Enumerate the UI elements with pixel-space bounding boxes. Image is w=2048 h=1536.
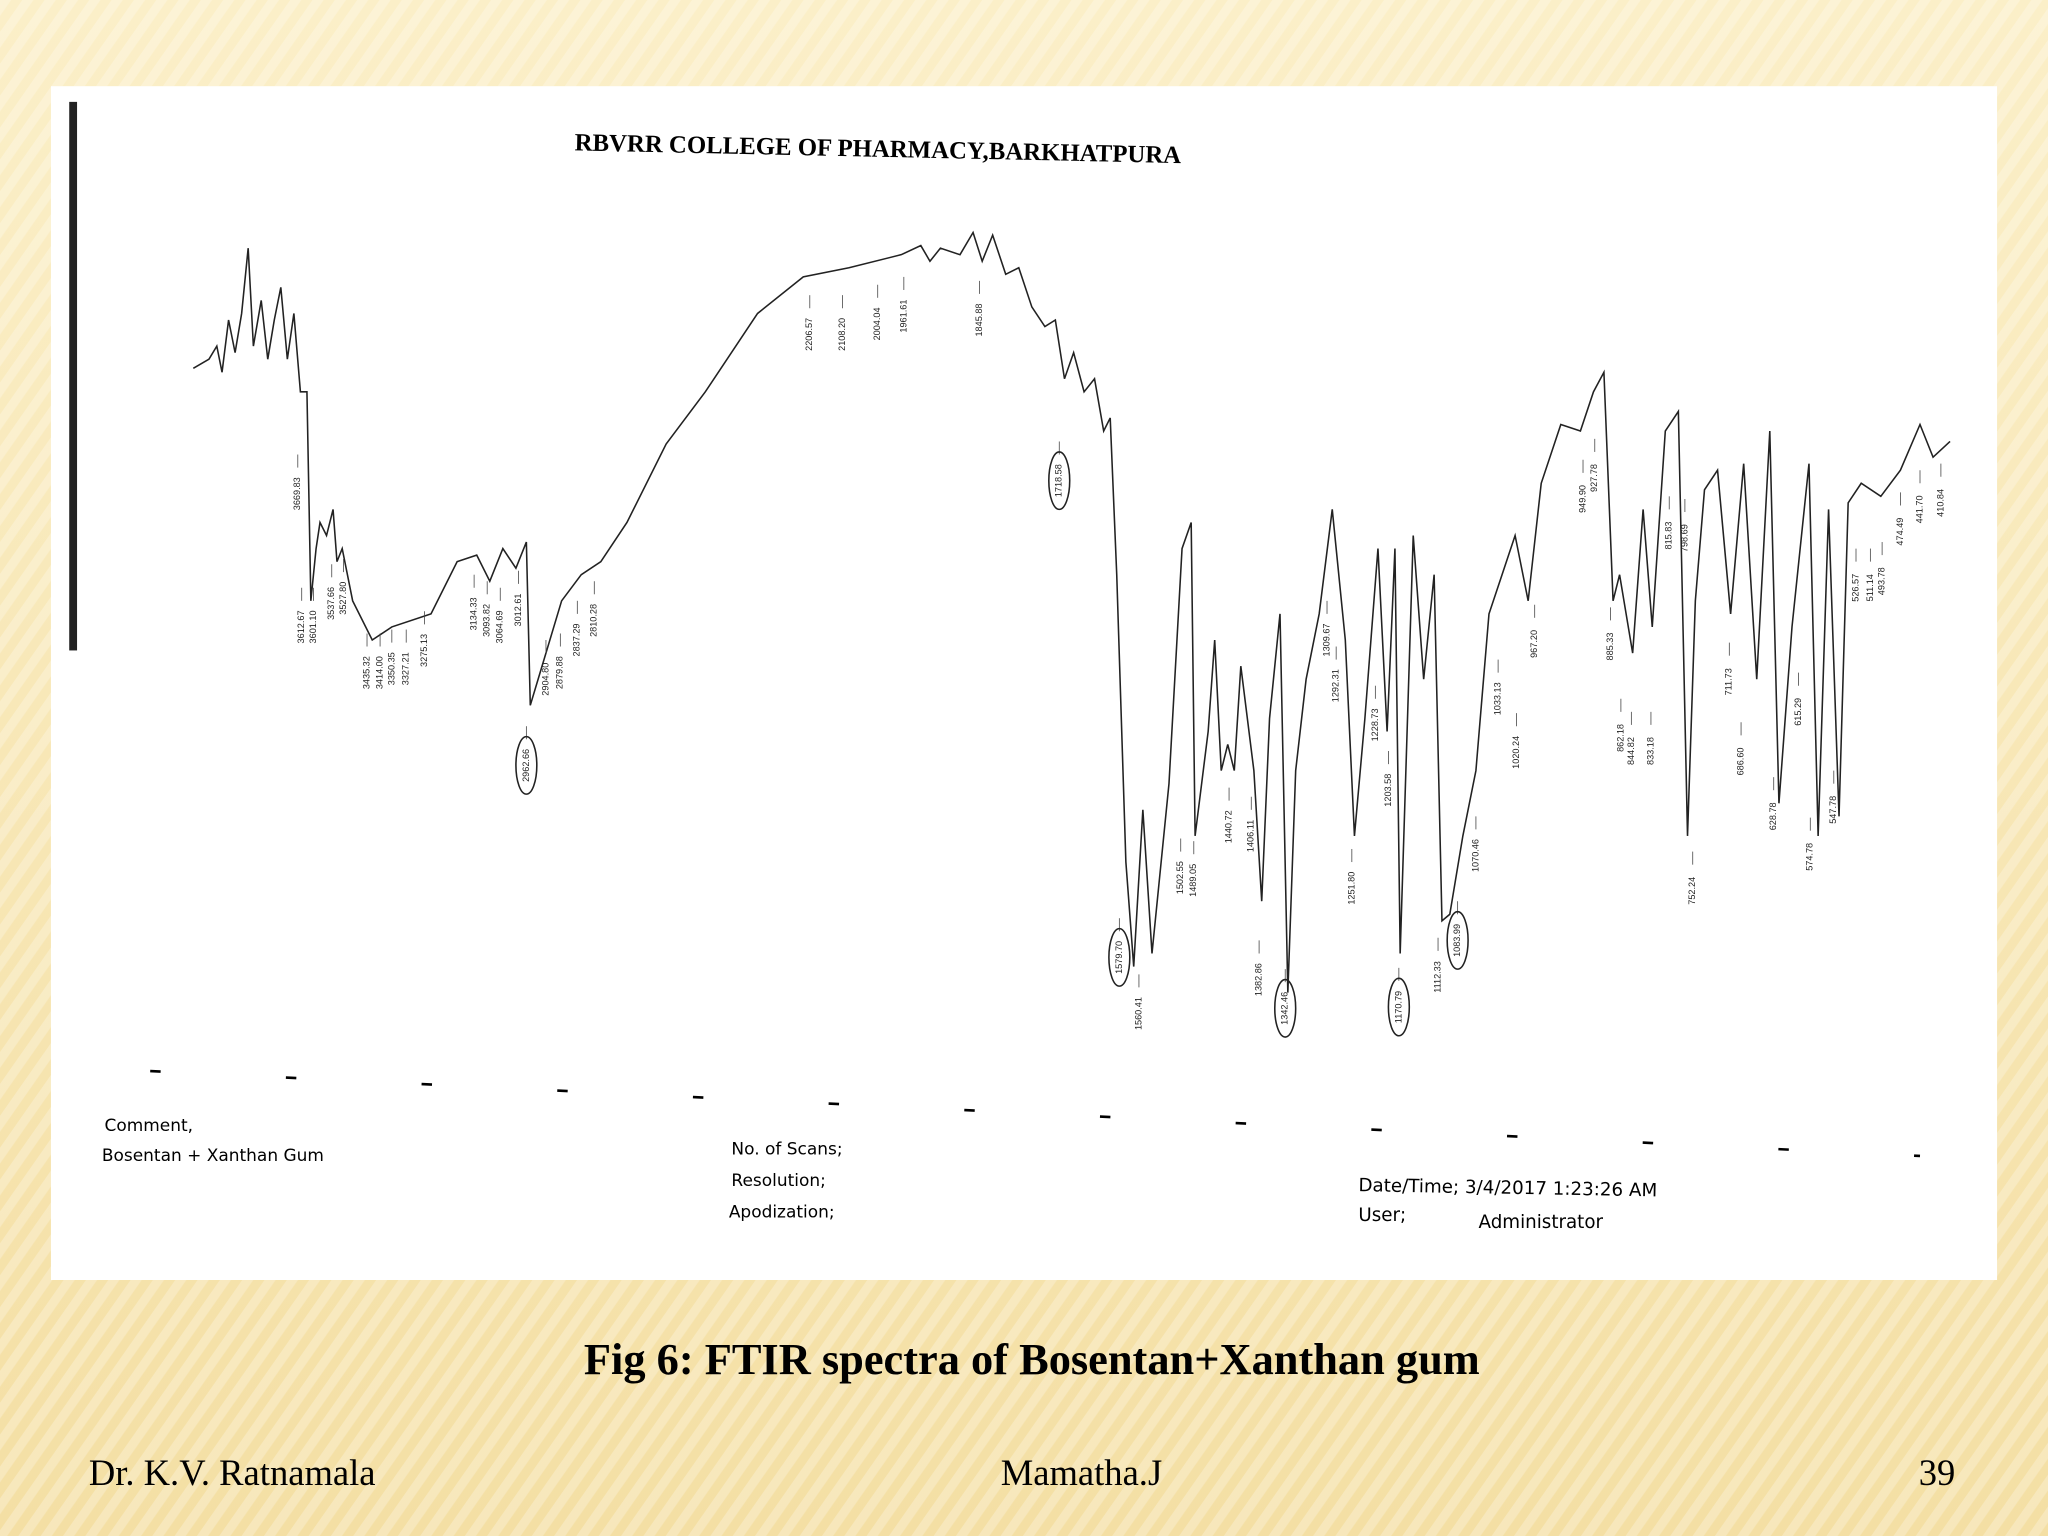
- peak-label: 3527.80: [338, 582, 348, 615]
- peak-label: 927.78: [1589, 464, 1599, 492]
- footer-presenter: Mamatha.J: [1001, 1452, 1162, 1493]
- peak-circle: [1446, 910, 1469, 970]
- peak-label: 3012.61: [513, 593, 523, 626]
- peak-label: 2810.28: [589, 604, 599, 637]
- peak-circle: [515, 735, 538, 795]
- resolution-label: Resolution;: [731, 1171, 825, 1191]
- peak-label: 3612.67: [296, 610, 306, 643]
- peak-label: 1579.70: [1114, 941, 1124, 974]
- peak-label: 511.14: [1865, 574, 1875, 601]
- peak-label: 3414.00: [375, 656, 385, 689]
- peak-label: 2904.80: [540, 663, 550, 696]
- peak-label: 1292.31: [1331, 669, 1341, 702]
- user-value: Administrator: [1479, 1212, 1604, 1233]
- peak-label: 1961.61: [898, 300, 908, 333]
- peak-circle: [1273, 978, 1297, 1038]
- peak-label: 2879.88: [555, 656, 565, 689]
- peak-label: 1112.33: [1432, 961, 1442, 993]
- peak-label: 1033.13: [1493, 682, 1503, 715]
- peak-label: 410.84: [1935, 489, 1945, 517]
- user-label: User;: [1358, 1205, 1406, 1226]
- peak-label: 752.24: [1687, 877, 1697, 905]
- peak-label: 1070.46: [1470, 839, 1480, 872]
- spectrum-scan: [50, 86, 1998, 1280]
- peak-circle: [1048, 451, 1071, 511]
- peak-label: 2108.20: [837, 318, 847, 351]
- peak-label: 547.78: [1828, 796, 1838, 824]
- scan-count-label: No. of Scans;: [731, 1140, 842, 1160]
- peak-label: 1382.86: [1254, 963, 1264, 996]
- peak-label: 3275.13: [419, 634, 429, 667]
- peak-label: 2837.29: [572, 624, 582, 657]
- peak-label: 1406.11: [1246, 820, 1256, 852]
- peak-label: 3669.83: [292, 477, 302, 510]
- peak-circle: [1108, 927, 1131, 987]
- peak-label: 1083.99: [1452, 924, 1462, 957]
- comment-label: Comment,: [104, 1116, 193, 1136]
- scan-edge: [69, 101, 78, 651]
- peak-label: 574.78: [1805, 843, 1815, 871]
- peak-label: 949.90: [1577, 485, 1587, 513]
- peak-label: 3435.32: [361, 656, 371, 689]
- peak-label: 686.60: [1735, 748, 1745, 776]
- peak-label: 1020.24: [1511, 736, 1521, 769]
- peak-label: 1845.88: [974, 304, 984, 337]
- peak-label: 1203.58: [1383, 774, 1393, 807]
- peak-label: 526.57: [1850, 574, 1860, 602]
- peak-label: 833.18: [1645, 737, 1655, 765]
- footer-author: Dr. K.V. Ratnamala: [89, 1452, 376, 1493]
- peak-label: 1309.67: [1321, 624, 1331, 657]
- peak-label: 862.18: [1615, 724, 1625, 752]
- peak-label: 3134.33: [469, 597, 479, 630]
- peak-label: 885.33: [1605, 633, 1615, 661]
- peak-label: 1718.58: [1054, 464, 1064, 497]
- peak-label: 3093.82: [482, 604, 492, 637]
- peak-label: 493.78: [1877, 567, 1887, 595]
- peak-label: 798.69: [1679, 524, 1689, 552]
- peak-circle: [1387, 977, 1411, 1037]
- peak-label: 3327.21: [401, 652, 411, 685]
- peak-label: 1342.46: [1280, 992, 1290, 1025]
- page-number: 39: [1919, 1452, 1956, 1493]
- peak-label: 1489.05: [1188, 864, 1198, 897]
- peak-label: 628.78: [1768, 802, 1778, 830]
- peak-label: 1170.79: [1393, 991, 1403, 1023]
- peak-label: 1251.80: [1346, 872, 1356, 905]
- peak-label: 2004.04: [872, 307, 882, 340]
- peak-label: 3537.66: [326, 587, 336, 620]
- spectrum-line: [192, 230, 1951, 993]
- peak-label: 1440.72: [1223, 810, 1233, 843]
- peak-label: 844.82: [1626, 737, 1636, 765]
- comment-text: Bosentan + Xanthan Gum: [102, 1146, 324, 1166]
- peak-label: 3064.69: [495, 610, 505, 643]
- peak-label: 1228.73: [1370, 708, 1380, 741]
- caption: Fig 6: FTIR spectra of Bosentan+Xanthan …: [584, 1334, 1480, 1384]
- peak-label: 2962.66: [521, 749, 531, 782]
- peak-label: 815.83: [1664, 522, 1674, 550]
- apodization-label: Apodization;: [729, 1202, 835, 1222]
- datetime: Date/Time; 3/4/2017 1:23:26 AM: [1358, 1175, 1657, 1201]
- peak-label: 1502.55: [1175, 861, 1185, 894]
- peak-label: 3601.10: [308, 610, 318, 643]
- peak-label: 1560.41: [1133, 997, 1143, 1030]
- peak-label: 441.70: [1914, 495, 1924, 523]
- peak-label: 711.73: [1724, 668, 1734, 695]
- peak-label: 3350.35: [386, 652, 396, 685]
- peak-labels: 3669.83 3612.67 3601.10 3537.66 3527.80 3435.…: [292, 276, 1945, 1038]
- peak-label: 474.49: [1895, 518, 1905, 546]
- peak-label: 2206.57: [804, 318, 814, 351]
- peak-label: 615.29: [1793, 698, 1803, 726]
- peak-label: 967.20: [1529, 630, 1539, 658]
